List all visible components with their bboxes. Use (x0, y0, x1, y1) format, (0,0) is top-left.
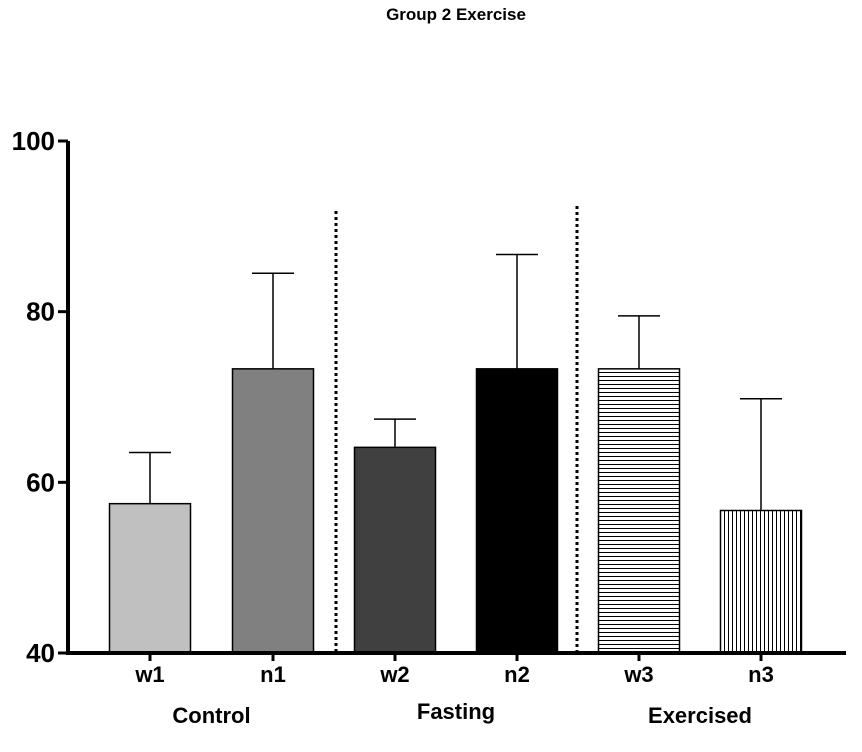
x-tick-label-n2: n2 (504, 662, 530, 687)
x-ticks: w1 n1 w2 n2 w3 n3 (134, 653, 774, 687)
x-tick-label-w2: w2 (379, 662, 409, 687)
bars-layer (108, 368, 803, 654)
x-tick-label-w1: w1 (134, 662, 164, 687)
group-label-exercised: Exercised (648, 703, 752, 728)
y-tick-label-100: 100 (12, 126, 55, 156)
y-tick-label-40: 40 (26, 638, 55, 668)
y-ticks: 40 60 80 100 (12, 126, 68, 668)
x-tick-label-n1: n1 (260, 662, 286, 687)
bar-w2 (353, 446, 437, 654)
group-label-control: Control (172, 703, 250, 728)
group-labels: Control Fasting Exercised (172, 699, 752, 728)
bar-n2 (475, 368, 559, 654)
group-label-fasting: Fasting (417, 699, 495, 724)
x-tick-label-w3: w3 (623, 662, 653, 687)
bar-w1 (108, 502, 192, 654)
bar-n3 (719, 509, 803, 654)
chart-title: Group 2 Exercise (386, 5, 526, 24)
x-tick-label-n3: n3 (748, 662, 774, 687)
y-tick-label-60: 60 (26, 467, 55, 497)
error-bars-layer (129, 253, 782, 511)
group-separators (334, 206, 579, 653)
bar-w3 (597, 368, 681, 654)
bar-n1 (231, 368, 315, 654)
y-tick-label-80: 80 (26, 297, 55, 327)
